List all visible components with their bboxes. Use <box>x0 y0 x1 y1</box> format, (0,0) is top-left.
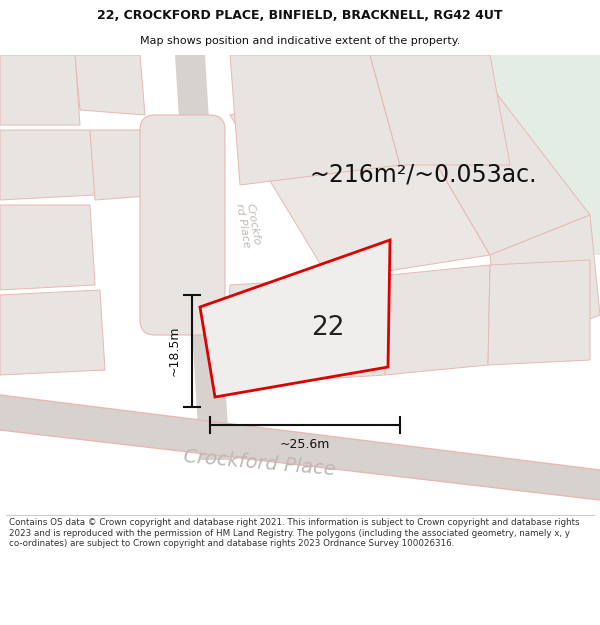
Polygon shape <box>390 55 600 255</box>
Text: ~216m²/~0.053ac.: ~216m²/~0.053ac. <box>310 163 538 187</box>
Polygon shape <box>0 290 105 375</box>
Polygon shape <box>488 260 590 365</box>
Polygon shape <box>490 215 600 355</box>
Text: ~25.6m: ~25.6m <box>280 439 330 451</box>
Text: Crockford Place: Crockford Place <box>183 447 337 479</box>
Text: 22: 22 <box>311 315 345 341</box>
Polygon shape <box>0 395 600 500</box>
Polygon shape <box>370 55 510 165</box>
Polygon shape <box>230 85 490 280</box>
Polygon shape <box>390 85 590 255</box>
Polygon shape <box>175 55 230 460</box>
Polygon shape <box>0 55 80 125</box>
Polygon shape <box>75 55 145 115</box>
Polygon shape <box>225 275 390 385</box>
Polygon shape <box>0 130 95 200</box>
Polygon shape <box>90 130 160 200</box>
Polygon shape <box>230 55 400 185</box>
FancyBboxPatch shape <box>140 115 225 335</box>
Text: Map shows position and indicative extent of the property.: Map shows position and indicative extent… <box>140 36 460 46</box>
Text: Contains OS data © Crown copyright and database right 2021. This information is : Contains OS data © Crown copyright and d… <box>9 518 580 548</box>
Polygon shape <box>200 240 390 397</box>
Text: Crockfo
rd Place: Crockfo rd Place <box>234 201 262 249</box>
Text: 22, CROCKFORD PLACE, BINFIELD, BRACKNELL, RG42 4UT: 22, CROCKFORD PLACE, BINFIELD, BRACKNELL… <box>97 9 503 22</box>
Polygon shape <box>385 265 490 375</box>
Polygon shape <box>0 205 95 290</box>
Text: ~18.5m: ~18.5m <box>167 326 181 376</box>
